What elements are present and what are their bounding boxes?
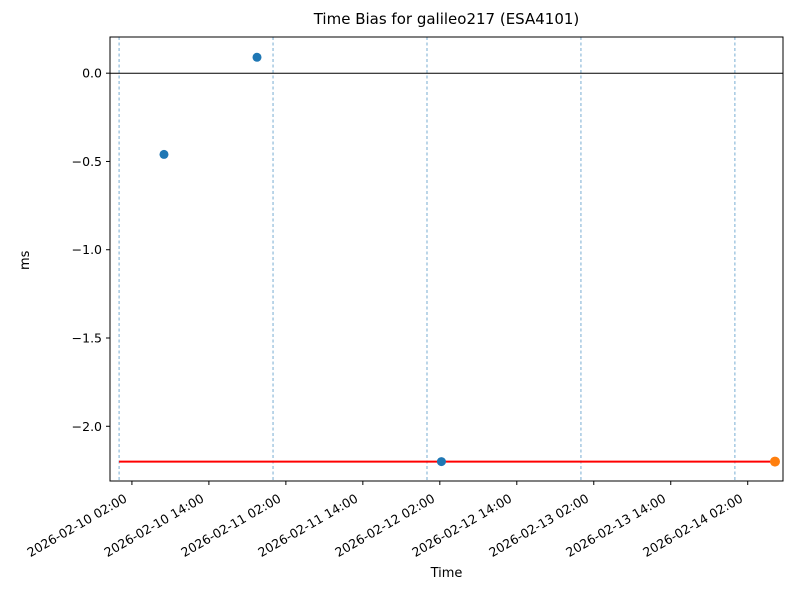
chart-title: Time Bias for galileo217 (ESA4101)	[313, 10, 580, 28]
latest-bias-point	[769, 456, 780, 467]
axes-spines	[109, 36, 784, 482]
y-tick-label: −1.5	[72, 331, 102, 346]
x-axis-label: Time	[430, 566, 463, 581]
bias-measurements-point	[436, 457, 446, 467]
y-tick-label: −1.0	[72, 242, 102, 257]
y-axis-label: ms	[18, 250, 33, 270]
y-tick-label: −2.0	[72, 419, 102, 434]
y-tick-label: −0.5	[72, 154, 102, 169]
y-tick-label: 0.0	[82, 66, 102, 81]
bias-measurements-point	[252, 52, 262, 62]
bias-measurements-point	[159, 149, 169, 159]
